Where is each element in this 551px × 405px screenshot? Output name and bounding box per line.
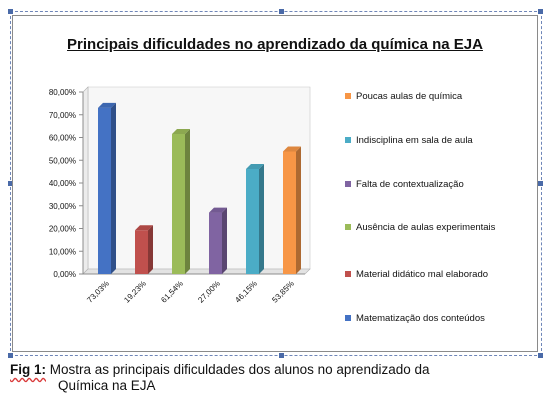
figure-caption: Fig 1: Mostra as principais dificuldades…	[10, 362, 540, 394]
plot-floor	[82, 268, 311, 275]
y-tick-label: 40,00%	[49, 179, 76, 188]
y-tick-label: 20,00%	[49, 225, 76, 234]
legend-label: Falta de contextualização	[356, 179, 464, 190]
caption-line-2: Química na EJA	[58, 378, 156, 393]
resize-handle-bottom-right[interactable]	[538, 353, 543, 358]
caption-label: Fig 1:	[10, 362, 46, 377]
chart-area[interactable]: Principais dificuldades no aprendizado d…	[12, 15, 538, 352]
bar	[172, 133, 185, 274]
y-tick-label: 70,00%	[49, 111, 76, 120]
resize-handle-bottom-center[interactable]	[279, 353, 284, 358]
y-tick-label: 10,00%	[49, 247, 76, 256]
bar-side	[111, 102, 116, 274]
legend-swatch	[345, 315, 351, 321]
bar-side	[259, 164, 264, 274]
plot-side-wall	[82, 86, 89, 275]
legend-swatch	[345, 181, 351, 187]
bar-top	[283, 146, 301, 152]
x-tick-label: 61,54%	[159, 279, 185, 305]
bar-top	[135, 225, 153, 231]
legend-label: Ausência de aulas experimentais	[356, 222, 496, 233]
x-tick-label: 19,23%	[122, 279, 148, 305]
bar-top	[209, 207, 227, 213]
y-tick-label: 0,00%	[53, 270, 76, 279]
resize-handle-top-right[interactable]	[538, 9, 543, 14]
bar-side	[185, 128, 190, 274]
chart-title: Principais dificuldades no aprendizado d…	[67, 36, 483, 53]
bar-top	[246, 164, 264, 170]
legend-label: Matematização dos conteúdos	[356, 313, 485, 324]
bar	[135, 230, 148, 274]
legend-label: Poucas aulas de química	[356, 91, 463, 102]
y-tick-label: 80,00%	[49, 88, 76, 97]
y-tick-label: 60,00%	[49, 134, 76, 143]
bar-side	[296, 146, 301, 274]
plot-area: 0,00% 10,00% 20,00% 30,00% 40,00% 50,00% 60,00…	[49, 86, 311, 305]
resize-handle-bottom-left[interactable]	[8, 353, 13, 358]
bar	[283, 151, 296, 274]
bar	[246, 169, 259, 274]
legend-swatch	[345, 137, 351, 143]
x-tick-label: 27,00%	[196, 279, 222, 305]
bar	[98, 107, 111, 274]
resize-handle-middle-right[interactable]	[538, 181, 543, 186]
legend-swatch	[345, 224, 351, 230]
y-tick-label: 30,00%	[49, 202, 76, 211]
x-tick-label: 53,85%	[270, 279, 296, 305]
x-tick-label: 73,03%	[85, 279, 111, 305]
bar	[209, 212, 222, 274]
bar-top	[98, 102, 116, 108]
bar-top	[172, 128, 190, 134]
bar-side	[148, 225, 153, 274]
resize-handle-middle-left[interactable]	[8, 181, 13, 186]
plot-back-wall	[87, 86, 311, 270]
x-tick-label: 46,15%	[233, 279, 259, 305]
y-tick-label: 50,00%	[49, 156, 76, 165]
legend-swatch	[345, 271, 351, 277]
legend-label: Material didático mal elaborado	[356, 269, 489, 280]
legend-swatch	[345, 93, 351, 99]
resize-handle-top-center[interactable]	[279, 9, 284, 14]
caption-line-1: Mostra as principais dificuldades dos al…	[49, 362, 430, 377]
resize-handle-top-left[interactable]	[8, 9, 13, 14]
bar-side	[222, 207, 227, 274]
legend-label: Indisciplina em sala de aula	[356, 135, 473, 146]
